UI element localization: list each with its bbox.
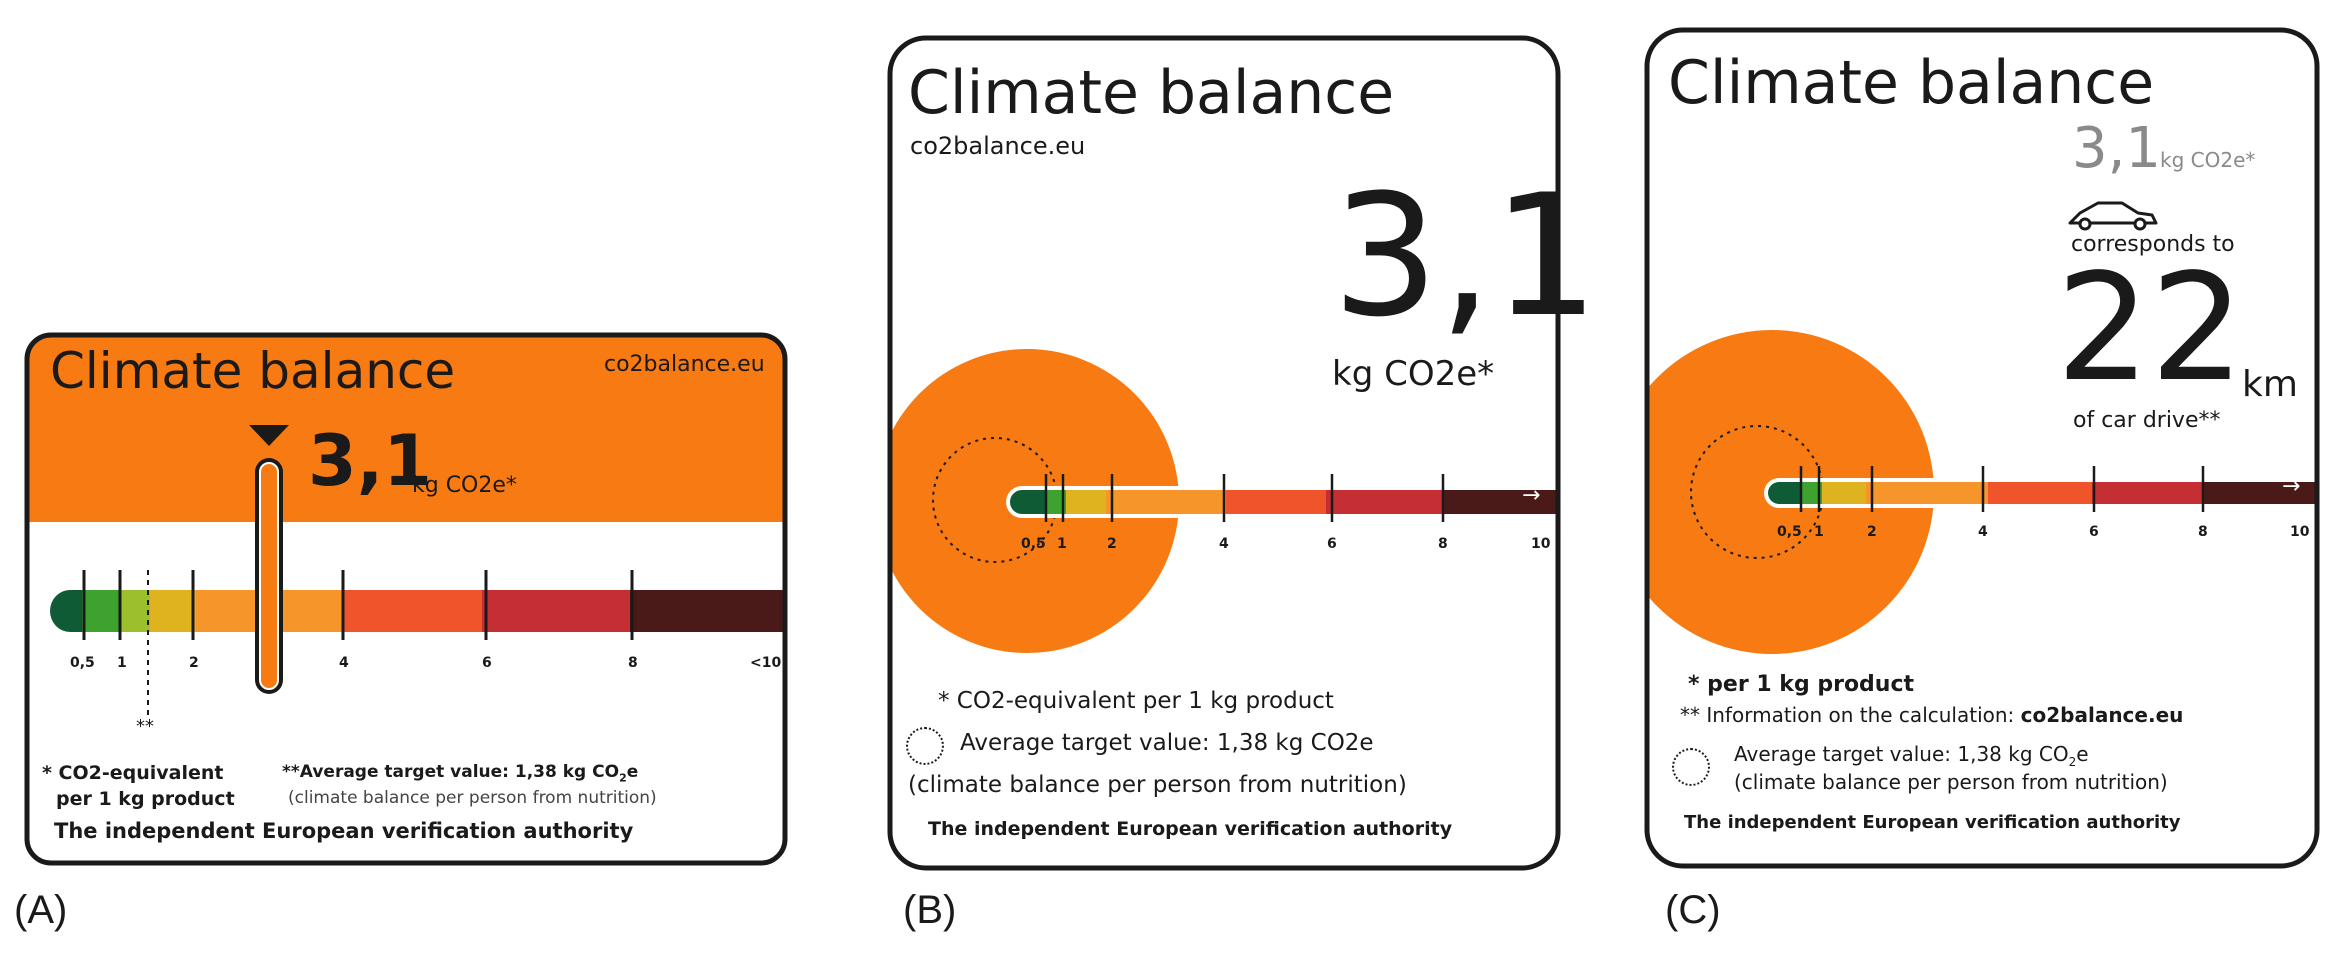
panel-c-graphic (1644, 27, 2320, 869)
panel-c-ticks (1799, 466, 2205, 512)
panel-a-orange-header (27, 335, 785, 522)
scale-seg-orange (1106, 490, 1226, 514)
panel-c-target-legend-icon (1672, 748, 1710, 786)
scale-seg-yellow (1066, 490, 1106, 514)
scale-seg-yellow (1822, 482, 1866, 504)
panel-b-value: 3,1 (1332, 158, 1600, 354)
panel-c-letter: (C) (1665, 888, 1721, 932)
panel-c-value-small: 3,1 (2072, 116, 2162, 181)
panel-b-title: Climate balance (908, 58, 1395, 128)
panel-a-footnote-2-line1: **Average target value: 1,38 kg CO2e (282, 762, 639, 785)
panel-c-tick-label: 2 (1867, 524, 1877, 540)
panel-c-corresponds: corresponds to (2071, 232, 2235, 257)
panel-a-url: co2balance.eu (604, 352, 765, 377)
panel-b-unit: kg CO2e* (1332, 354, 1495, 394)
panel-c-background (1647, 30, 2317, 866)
panel-b-tick-label: 6 (1327, 536, 1337, 552)
scale-seg-red (482, 590, 630, 632)
scale-seg-dark-green-fill (1785, 482, 1802, 504)
scale-seg-dark-red (630, 590, 785, 632)
panel-b-tick-label: 0,5 (1021, 536, 1046, 552)
panel-c-footnote-3: Average target value: 1,38 kg CO2e (1734, 742, 2089, 769)
scale-seg-red (1326, 490, 1442, 514)
scale-seg-dark-green-fill (1026, 490, 1046, 514)
panel-c-tick-label: 8 (2198, 524, 2208, 540)
panel-b-ticks (1044, 474, 1445, 522)
scale-seg-dark-red (1442, 490, 1558, 514)
panel-a-ticks (82, 570, 634, 640)
scale-seg-red-orange (1988, 482, 2092, 504)
panel-a-letter: (A) (14, 888, 68, 932)
scale-seg-yellow-green (120, 590, 150, 632)
scale-seg-dark-red (2204, 482, 2317, 504)
panel-a-tick-label: 4 (339, 655, 349, 671)
scale-seg-red-orange (1226, 490, 1326, 514)
panel-b-tick-label: 4 (1219, 536, 1229, 552)
panel-a-tick-label: 0,5 (70, 655, 95, 671)
scale-seg-yellow (150, 590, 196, 632)
scale-seg-green (1046, 490, 1066, 514)
scale-seg-green (1802, 482, 1822, 504)
panel-c-tick-label: 1 (1814, 524, 1824, 540)
scale-seg-green (82, 590, 120, 632)
scale-seg-orange (1866, 482, 1988, 504)
panel-a-tick-label: 2 (189, 655, 199, 671)
panel-a-footnote-1-line2: per 1 kg product (56, 788, 235, 810)
panel-a-tick-label: <10 (750, 655, 782, 671)
panel-b-authority: The independent European verification au… (928, 818, 1453, 840)
panel-c-tick-label: 4 (1978, 524, 1988, 540)
panel-b-target-legend-icon (906, 727, 944, 765)
panel-b-graphic (887, 35, 1561, 871)
panel-a-tick-label: 1 (117, 655, 127, 671)
panel-c-tick-label: 6 (2089, 524, 2099, 540)
panel-b-footnote-3: (climate balance per person from nutriti… (908, 772, 1407, 798)
panel-c-tick-label: 0,5 (1777, 524, 1802, 540)
panel-a-value: 3,1 (308, 420, 433, 502)
panel-c-footnote-2: ** Information on the calculation: co2ba… (1680, 703, 2184, 727)
panel-c-km-value: 22 (2056, 242, 2245, 414)
scale-seg-red-orange (342, 590, 482, 632)
panel-b-letter: (B) (903, 888, 957, 932)
value-indicator-pill-inner (259, 462, 279, 690)
panel-a-authority: The independent European verification au… (54, 819, 634, 843)
panel-c-footnote-1: * per 1 kg product (1688, 672, 1915, 697)
panel-b-tick-label: 2 (1107, 536, 1117, 552)
panel-c-title: Climate balance (1668, 48, 2155, 118)
panel-b-tick-label: 8 (1438, 536, 1448, 552)
panel-c-km-unit: km (2242, 364, 2298, 405)
panel-b-tick-label: 10 (1531, 536, 1551, 552)
panel-b-url: co2balance.eu (910, 132, 1086, 160)
car-icon (2068, 201, 2158, 231)
panel-c-arrow-icon: → (2282, 474, 2301, 499)
scale-seg-red (2092, 482, 2204, 504)
scale-seg-dark-green-fill (70, 590, 82, 632)
panel-b-footnote-1: * CO2-equivalent per 1 kg product (938, 688, 1334, 714)
panel-c-car-drive: of car drive** (2073, 408, 2221, 433)
panel-c-authority: The independent European verification au… (1684, 812, 2181, 833)
panel-a-tick-label: 8 (628, 655, 638, 671)
panel-a-footnote-2-line2: (climate balance per person from nutriti… (288, 788, 657, 808)
panel-a-graphic (24, 332, 788, 866)
panel-a-unit: kg CO2e* (412, 473, 517, 498)
panel-b-tick-label: 1 (1057, 536, 1067, 552)
panel-c-footnote-4: (climate balance per person from nutriti… (1734, 770, 2168, 794)
panel-a-title: Climate balance (50, 342, 456, 400)
panel-a-footnote-1-line1: * CO2-equivalent (42, 762, 224, 784)
panel-b-footnote-2: Average target value: 1,38 kg CO2e (960, 730, 1374, 756)
panel-b-background (890, 38, 1558, 868)
panel-a-scale-bar (50, 590, 785, 632)
value-indicator-triangle (249, 425, 289, 446)
target-marker-label: ** (136, 716, 154, 737)
panel-b-arrow-icon: → (1522, 483, 1541, 508)
panel-c-tick-label: 10 (2290, 524, 2310, 540)
panel-a-tick-label: 6 (482, 655, 492, 671)
panel-c-unit-small: kg CO2e* (2160, 148, 2256, 172)
